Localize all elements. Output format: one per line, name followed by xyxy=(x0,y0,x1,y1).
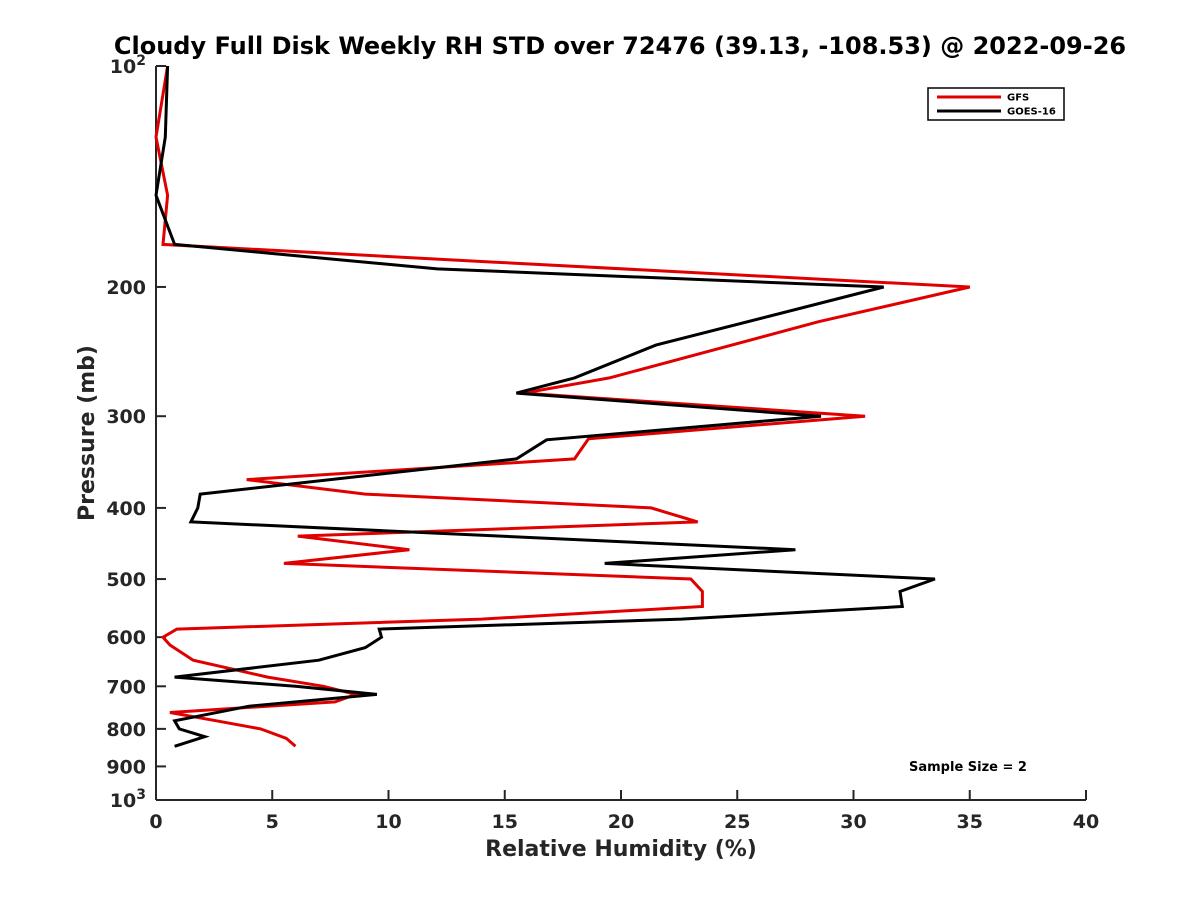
x-tick-label: 15 xyxy=(492,811,518,833)
chart-title: Cloudy Full Disk Weekly RH STD over 7247… xyxy=(114,32,1126,60)
x-tick-label: 20 xyxy=(608,811,634,833)
legend-label: GFS xyxy=(1007,93,1029,104)
y-tick-label: 600 xyxy=(106,627,146,649)
y-tick-label: 200 xyxy=(106,277,146,299)
x-tick-label: 10 xyxy=(375,811,401,833)
legend: GFS GOES-16 xyxy=(927,87,1065,121)
y-tick-label: 700 xyxy=(106,676,146,698)
y-tick-label: 300 xyxy=(106,406,146,428)
x-axis-label: Relative Humidity (%) xyxy=(485,837,757,862)
y-tick-exponent: 2 xyxy=(136,53,146,69)
series-lines xyxy=(154,65,971,748)
y-tick-label: 400 xyxy=(106,498,146,520)
y-tick-exponent: 3 xyxy=(136,787,146,803)
y-tick-label: 800 xyxy=(106,719,146,741)
y-axis-label: Pressure (mb) xyxy=(75,345,100,521)
x-axis-ticks: 0 5 10 15 20 25 30 35 40 xyxy=(149,790,1099,833)
x-tick-label: 25 xyxy=(724,811,750,833)
sample-size-annotation: Sample Size = 2 xyxy=(909,760,1027,775)
series-line-goes-16 xyxy=(154,65,936,748)
x-tick-label: 40 xyxy=(1073,811,1099,833)
x-tick-label: 30 xyxy=(840,811,866,833)
x-tick-label: 5 xyxy=(266,811,279,833)
legend-box xyxy=(927,87,1065,121)
x-tick-label: 35 xyxy=(957,811,983,833)
y-tick-label: 900 xyxy=(106,756,146,778)
x-tick-label: 0 xyxy=(149,811,162,833)
legend-label: GOES-16 xyxy=(1007,107,1056,118)
y-tick-label: 500 xyxy=(106,569,146,591)
